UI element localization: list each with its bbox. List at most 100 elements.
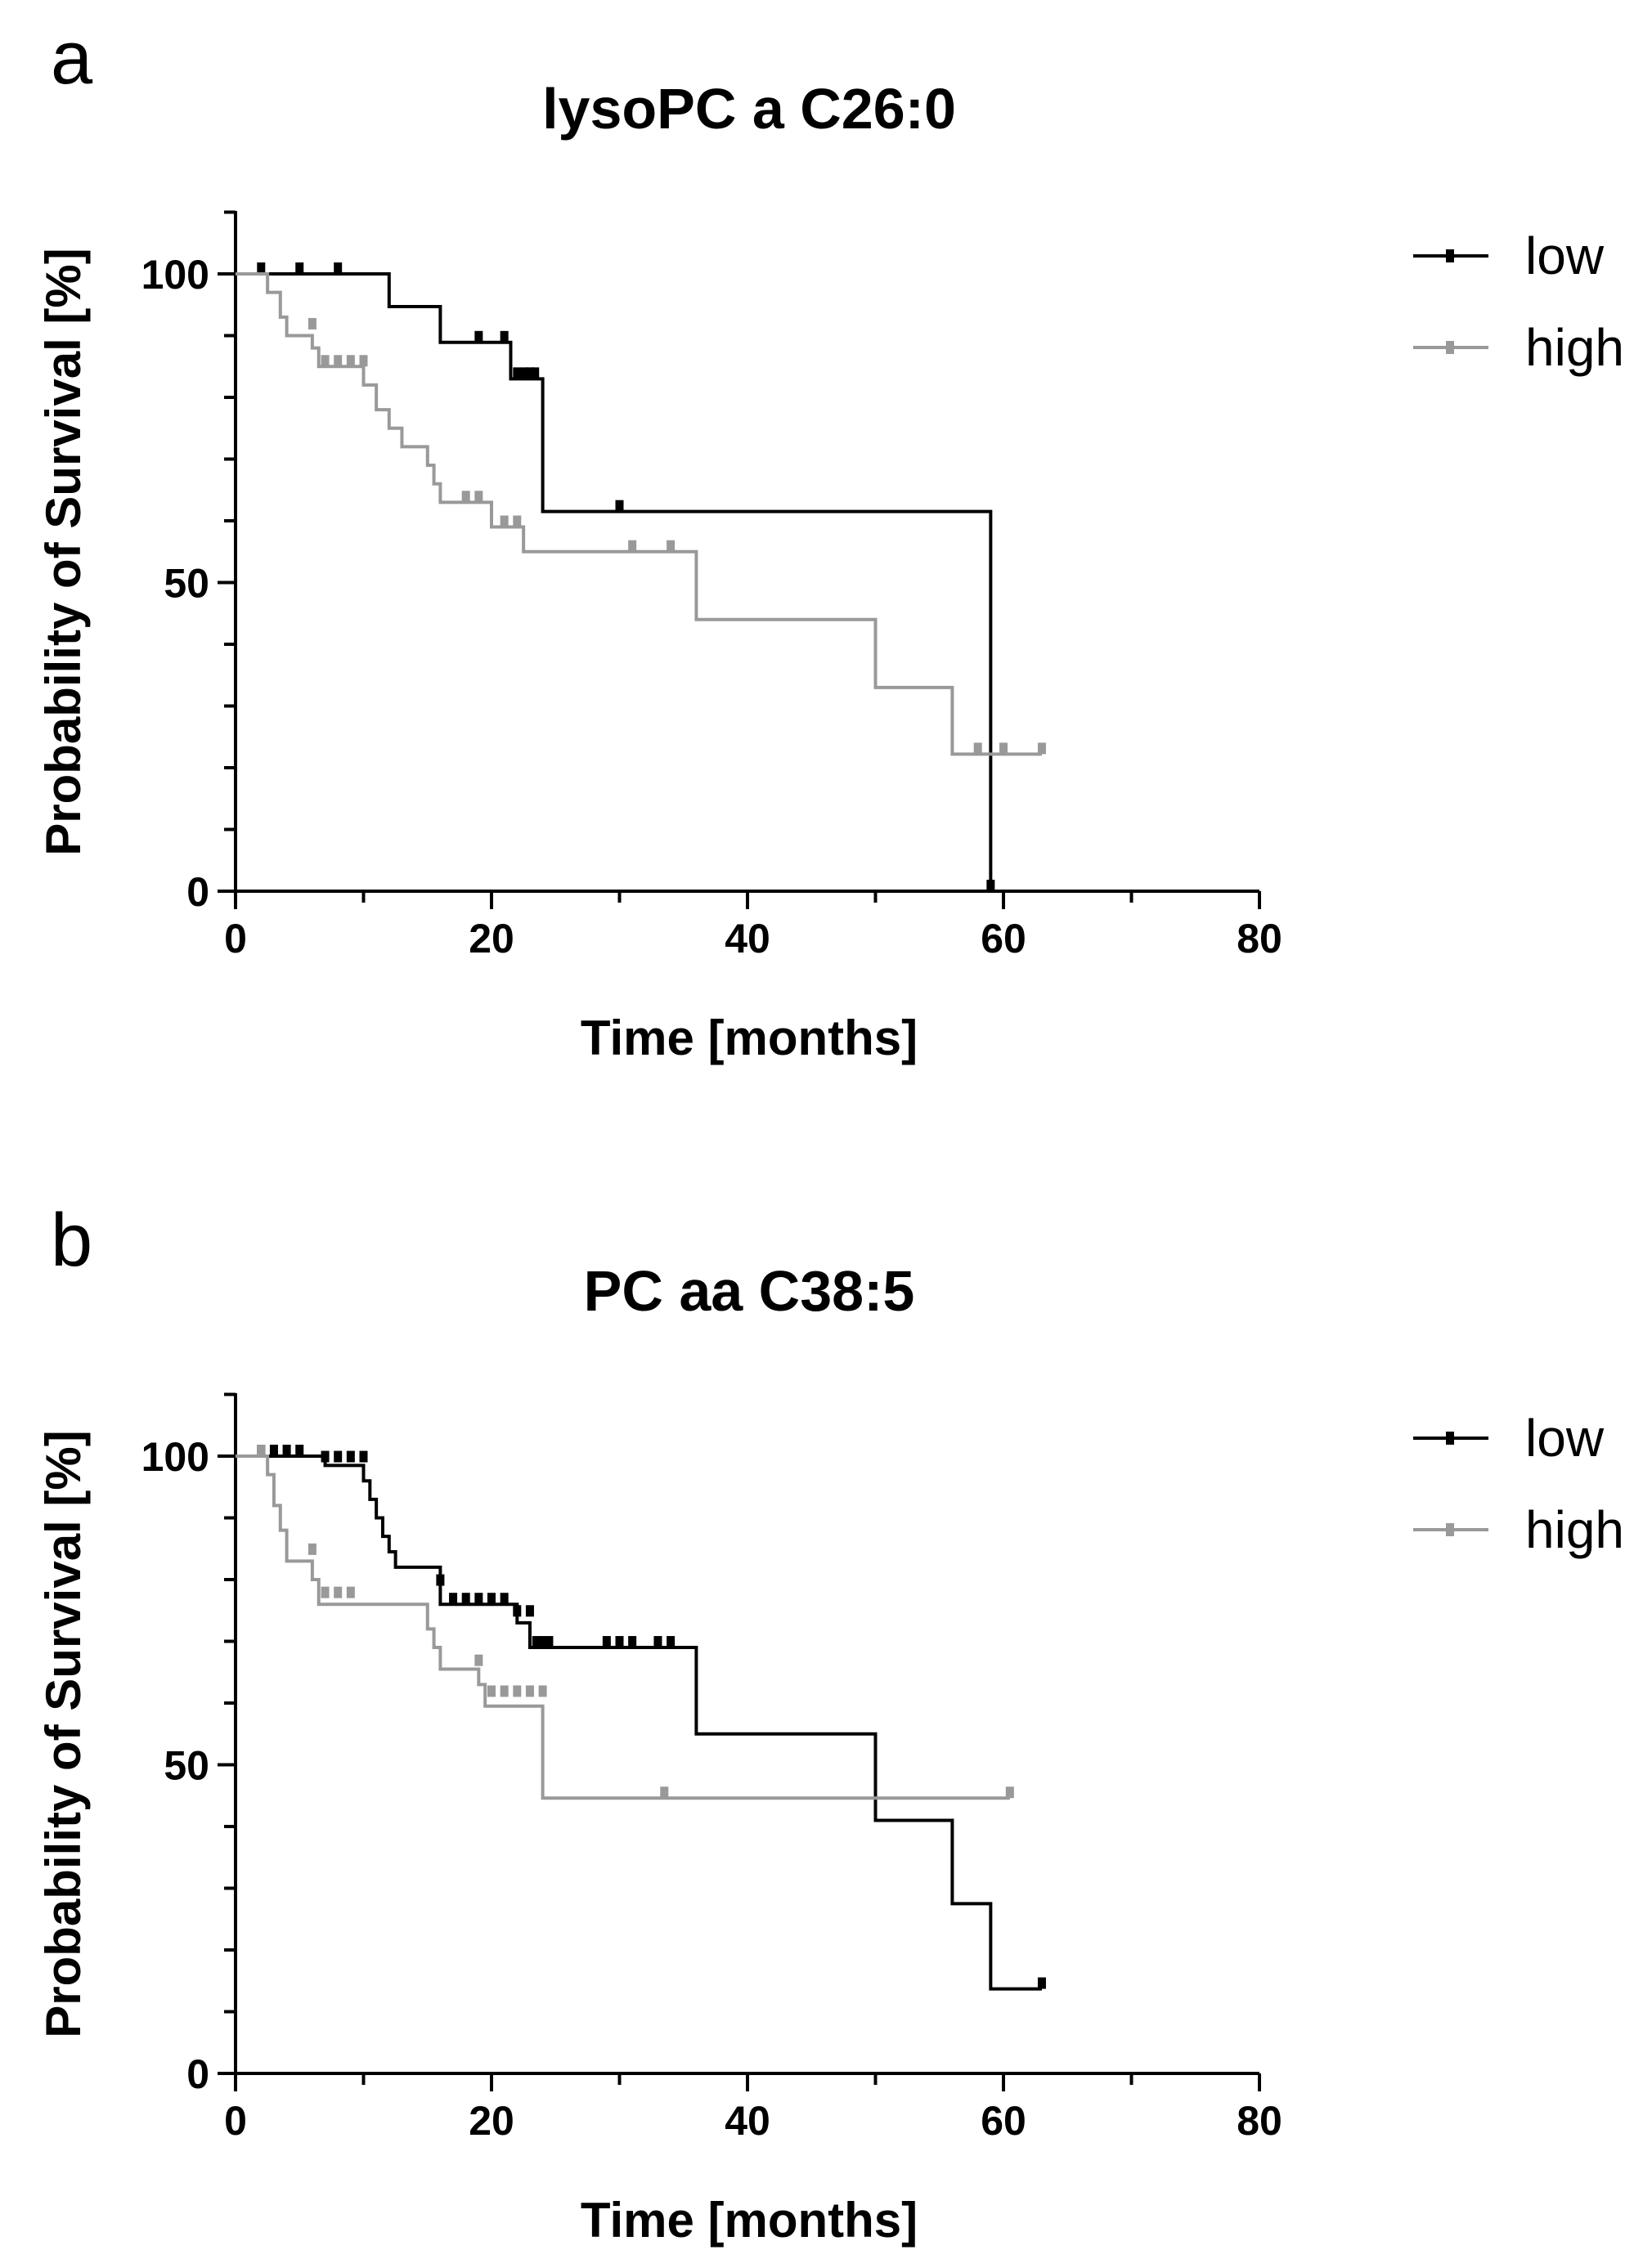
censor-mark-low (500, 1593, 509, 1605)
censor-mark-high (500, 515, 509, 527)
censor-mark-high (1037, 742, 1046, 755)
legend-marker-low (1446, 249, 1454, 262)
censor-mark-low (615, 1636, 624, 1648)
panel-b: b PC aa C38:5 Time [months] Probability … (36, 1199, 1624, 2248)
censor-mark-low (487, 1593, 496, 1605)
legend-label-high: high (1525, 1500, 1624, 1559)
series-line-high (236, 1454, 1010, 1800)
censor-mark-low (282, 1445, 291, 1456)
chart-title: PC aa C38:5 (584, 1259, 915, 1323)
censor-mark-low (628, 1636, 637, 1648)
censor-mark-low (667, 1636, 676, 1648)
legend-label-low: low (1525, 226, 1605, 285)
axes: 0 20 40 60 80 0 50 100 (141, 1392, 1282, 2144)
legend-item-high: high (1413, 318, 1624, 377)
censor-mark-low (520, 367, 529, 379)
censor-mark-low (653, 1636, 662, 1648)
y-axis-label: Probability of Survival [%] (36, 1430, 91, 2037)
censor-mark-high (321, 355, 330, 367)
censor-mark-low (295, 1445, 304, 1456)
x-tick-label: 20 (469, 2098, 514, 2144)
censor-mark-low (474, 330, 483, 343)
censor-mark-high (257, 1445, 266, 1456)
chart-title: lysoPC a C26:0 (542, 77, 956, 141)
censor-mark-high (308, 1543, 316, 1555)
censor-mark-high (346, 1586, 355, 1598)
x-tick-label: 20 (469, 916, 514, 961)
censor-mark-low (500, 330, 509, 343)
x-tick-label: 0 (224, 916, 247, 961)
censor-mark-high (513, 515, 522, 527)
censor-mark-low (525, 367, 534, 379)
legend-marker-high (1446, 341, 1454, 354)
censor-mark-low (513, 1605, 522, 1617)
x-tick-label: 40 (725, 2098, 770, 2144)
x-tick-label: 60 (981, 916, 1026, 961)
censor-mark-high (461, 491, 470, 503)
censor-mark-high (525, 1685, 534, 1697)
legend-label-low: low (1525, 1409, 1605, 1468)
censor-mark-high (500, 1685, 509, 1697)
censor-mark-low (545, 1636, 554, 1648)
legend-item-low: low (1413, 1409, 1605, 1468)
series-line-low (236, 1454, 1042, 1991)
censor-mark-low (334, 1450, 343, 1463)
series-layer (236, 262, 1046, 891)
censor-mark-low (538, 1636, 547, 1648)
censor-mark-high (1005, 1786, 1014, 1799)
censor-mark-low (436, 1574, 445, 1586)
censor-mark-low (359, 1450, 368, 1463)
censor-mark-high (538, 1685, 547, 1697)
series-layer (236, 1445, 1046, 1991)
y-tick-label: 0 (186, 2051, 209, 2097)
x-axis-label: Time [months] (581, 2193, 918, 2248)
censor-mark-high (973, 742, 982, 755)
y-tick-label: 100 (141, 252, 209, 298)
censor-mark-high (308, 317, 316, 329)
panel-letter: a (51, 16, 93, 100)
legend-item-high: high (1413, 1500, 1624, 1559)
censor-mark-high (667, 540, 676, 552)
y-tick-label: 50 (164, 561, 209, 607)
x-tick-label: 80 (1237, 916, 1282, 961)
series-line-low (236, 272, 993, 891)
censor-mark-low (321, 1450, 330, 1463)
censor-mark-high (346, 355, 355, 367)
legend: low high (1413, 226, 1624, 377)
legend-item-low: low (1413, 226, 1605, 285)
y-tick-label: 50 (164, 1743, 209, 1789)
censor-mark-low (513, 367, 522, 379)
censor-mark-low (269, 1445, 278, 1456)
censor-mark-low (295, 262, 304, 274)
legend-marker-high (1446, 1523, 1454, 1536)
censor-mark-low (986, 880, 995, 891)
censor-mark-high (359, 355, 368, 367)
censor-mark-high (334, 1586, 343, 1598)
censor-mark-low (346, 1450, 355, 1463)
x-tick-label: 80 (1237, 2098, 1282, 2144)
panel-a: a lysoPC a C26:0 Time [months] Probabili… (36, 16, 1624, 1065)
legend: low high (1413, 1409, 1624, 1559)
x-tick-label: 40 (725, 916, 770, 961)
censor-mark-high (999, 742, 1008, 755)
censor-mark-high (487, 1685, 496, 1697)
y-tick-label: 100 (141, 1434, 209, 1480)
x-tick-label: 0 (224, 2098, 247, 2144)
censor-mark-high (474, 491, 483, 503)
censor-mark-low (474, 1593, 483, 1605)
y-axis-label: Probability of Survival [%] (36, 248, 91, 855)
x-axis-label: Time [months] (581, 1011, 918, 1065)
censor-mark-high (334, 355, 343, 367)
censor-mark-low (449, 1593, 458, 1605)
censor-mark-high (628, 540, 637, 552)
censor-mark-low (602, 1636, 611, 1648)
censor-mark-low (532, 1636, 541, 1648)
censor-mark-low (461, 1593, 470, 1605)
legend-marker-low (1446, 1432, 1454, 1445)
axes: 0 20 40 60 80 0 50 100 (141, 210, 1282, 961)
censor-mark-low (525, 1605, 534, 1617)
censor-mark-low (531, 367, 540, 379)
panel-letter: b (51, 1199, 92, 1282)
censor-mark-high (474, 1654, 483, 1666)
